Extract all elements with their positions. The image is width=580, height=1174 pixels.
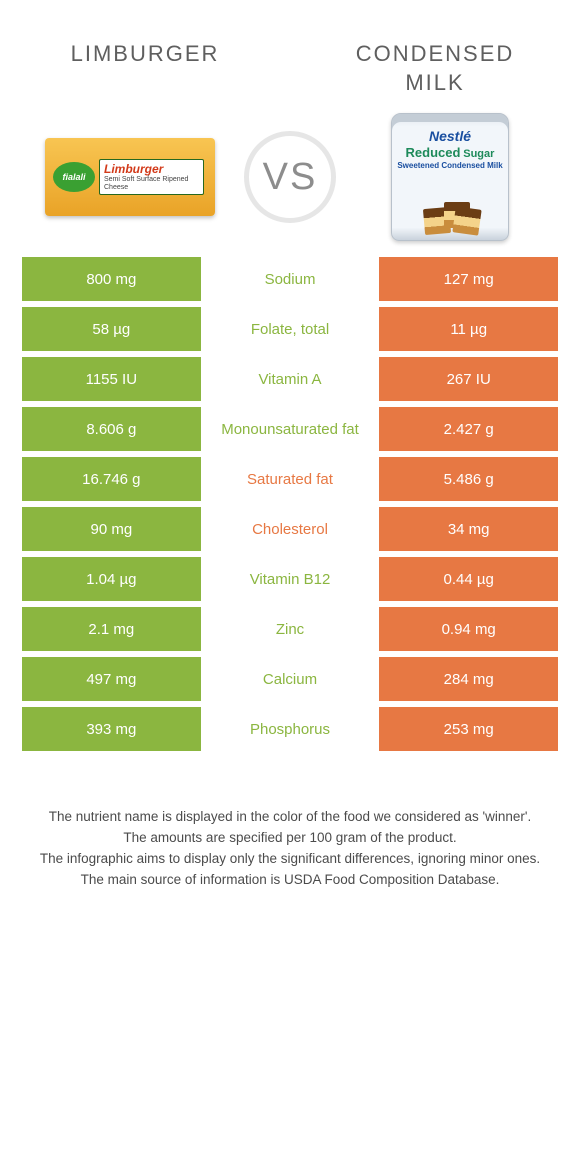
footer-line: The infographic aims to display only the… [30, 849, 550, 870]
left-value: 90 mg [22, 507, 201, 551]
right-value: 127 mg [379, 257, 558, 301]
right-value: 0.44 µg [379, 557, 558, 601]
right-food-title: CONDENSED MILK [330, 40, 540, 97]
left-food-title: LIMBURGER [40, 40, 250, 69]
fudge-icon [420, 200, 480, 234]
footer-notes: The nutrient name is displayed in the co… [0, 757, 580, 891]
left-value: 8.606 g [22, 407, 201, 451]
left-value: 497 mg [22, 657, 201, 701]
nutrient-name: Saturated fat [201, 457, 380, 501]
images-row: fialali Limburger Semi Soft Surface Ripe… [0, 107, 580, 257]
comparison-table: 800 mgSodium127 mg 58 µgFolate, total11 µ… [0, 257, 580, 751]
right-value: 2.427 g [379, 407, 558, 451]
nutrient-name: Folate, total [201, 307, 380, 351]
left-value: 2.1 mg [22, 607, 201, 651]
left-value: 16.746 g [22, 457, 201, 501]
table-row: 393 mgPhosphorus253 mg [22, 707, 558, 751]
left-value: 58 µg [22, 307, 201, 351]
header: LIMBURGER CONDENSED MILK [0, 0, 580, 107]
left-value: 1155 IU [22, 357, 201, 401]
table-row: 800 mgSodium127 mg [22, 257, 558, 301]
table-row: 1.04 µgVitamin B120.44 µg [22, 557, 558, 601]
table-row: 1155 IUVitamin A267 IU [22, 357, 558, 401]
nutrient-name: Zinc [201, 607, 380, 651]
right-value: 34 mg [379, 507, 558, 551]
nutrient-name: Phosphorus [201, 707, 380, 751]
condensed-milk-can-icon: Nestlé Reduced Sugar Sweetened Condensed… [391, 113, 509, 241]
package-label: Limburger Semi Soft Surface Ripened Chee… [99, 159, 204, 196]
right-food-image: Nestlé Reduced Sugar Sweetened Condensed… [360, 117, 540, 237]
left-value: 393 mg [22, 707, 201, 751]
table-row: 497 mgCalcium284 mg [22, 657, 558, 701]
table-row: 8.606 gMonounsaturated fat2.427 g [22, 407, 558, 451]
left-food-image: fialali Limburger Semi Soft Surface Ripe… [40, 117, 220, 237]
right-value: 284 mg [379, 657, 558, 701]
left-value: 1.04 µg [22, 557, 201, 601]
right-value: 5.486 g [379, 457, 558, 501]
package-badge: fialali [53, 162, 95, 192]
can-logo: Nestlé [429, 128, 471, 144]
nutrient-name: Cholesterol [201, 507, 380, 551]
footer-line: The main source of information is USDA F… [30, 870, 550, 891]
table-row: 58 µgFolate, total11 µg [22, 307, 558, 351]
vs-badge: VS [244, 131, 336, 223]
nutrient-name: Sodium [201, 257, 380, 301]
footer-line: The amounts are specified per 100 gram o… [30, 828, 550, 849]
limburger-package-icon: fialali Limburger Semi Soft Surface Ripe… [45, 138, 215, 216]
table-row: 2.1 mgZinc0.94 mg [22, 607, 558, 651]
left-value: 800 mg [22, 257, 201, 301]
can-text: Reduced Sugar Sweetened Condensed Milk [397, 146, 502, 171]
nutrient-name: Calcium [201, 657, 380, 701]
nutrient-name: Monounsaturated fat [201, 407, 380, 451]
right-value: 267 IU [379, 357, 558, 401]
table-row: 90 mgCholesterol34 mg [22, 507, 558, 551]
nutrient-name: Vitamin A [201, 357, 380, 401]
right-value: 11 µg [379, 307, 558, 351]
right-value: 0.94 mg [379, 607, 558, 651]
nutrient-name: Vitamin B12 [201, 557, 380, 601]
table-row: 16.746 gSaturated fat5.486 g [22, 457, 558, 501]
footer-line: The nutrient name is displayed in the co… [30, 807, 550, 828]
right-value: 253 mg [379, 707, 558, 751]
